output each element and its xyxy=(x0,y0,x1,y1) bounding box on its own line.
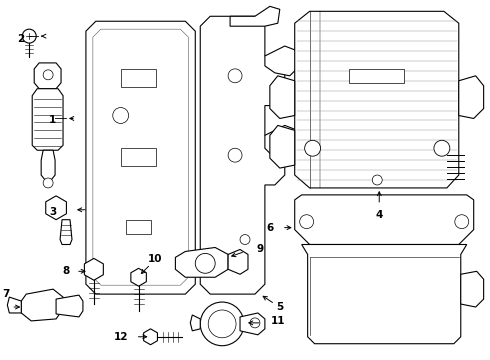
Polygon shape xyxy=(7,297,21,313)
Text: 4: 4 xyxy=(375,210,383,220)
Text: 3: 3 xyxy=(49,207,56,217)
Circle shape xyxy=(305,140,320,156)
Text: 1: 1 xyxy=(49,116,56,126)
Circle shape xyxy=(208,310,236,338)
Polygon shape xyxy=(93,29,188,285)
Bar xyxy=(349,69,404,83)
Text: 9: 9 xyxy=(256,244,264,255)
Polygon shape xyxy=(41,150,55,180)
Circle shape xyxy=(228,148,242,162)
Circle shape xyxy=(22,29,36,43)
Circle shape xyxy=(200,302,244,346)
Circle shape xyxy=(250,318,260,328)
Circle shape xyxy=(372,175,382,185)
Polygon shape xyxy=(32,89,63,150)
Circle shape xyxy=(196,253,215,273)
Text: 7: 7 xyxy=(2,289,10,299)
Polygon shape xyxy=(34,63,61,89)
Text: 5: 5 xyxy=(276,302,283,312)
Polygon shape xyxy=(461,271,484,307)
Polygon shape xyxy=(270,76,294,118)
Circle shape xyxy=(43,70,53,80)
Polygon shape xyxy=(265,125,300,158)
Polygon shape xyxy=(60,220,72,244)
Text: 10: 10 xyxy=(148,255,163,264)
Text: 6: 6 xyxy=(266,222,273,233)
Bar xyxy=(121,69,155,87)
Text: 2: 2 xyxy=(17,34,24,44)
Polygon shape xyxy=(144,329,157,345)
Polygon shape xyxy=(302,244,467,344)
Circle shape xyxy=(300,215,314,229)
Text: 8: 8 xyxy=(62,266,70,276)
Circle shape xyxy=(434,140,450,156)
Polygon shape xyxy=(200,16,285,294)
Text: 12: 12 xyxy=(114,332,128,342)
Circle shape xyxy=(240,235,250,244)
Polygon shape xyxy=(270,125,294,168)
Polygon shape xyxy=(240,313,265,335)
Polygon shape xyxy=(86,21,196,294)
Polygon shape xyxy=(56,295,83,317)
Polygon shape xyxy=(21,289,63,321)
Bar xyxy=(125,220,150,234)
Polygon shape xyxy=(190,315,200,331)
Polygon shape xyxy=(131,268,147,286)
Circle shape xyxy=(43,178,53,188)
Polygon shape xyxy=(294,11,459,188)
Polygon shape xyxy=(459,76,484,118)
Bar xyxy=(121,148,155,166)
Circle shape xyxy=(228,69,242,83)
Polygon shape xyxy=(175,247,228,277)
Polygon shape xyxy=(230,6,280,26)
Polygon shape xyxy=(294,195,474,244)
Polygon shape xyxy=(46,196,67,220)
Circle shape xyxy=(113,108,129,123)
Polygon shape xyxy=(228,249,248,274)
Text: 11: 11 xyxy=(270,316,285,326)
Polygon shape xyxy=(84,258,103,280)
Polygon shape xyxy=(265,46,300,76)
Circle shape xyxy=(455,215,469,229)
